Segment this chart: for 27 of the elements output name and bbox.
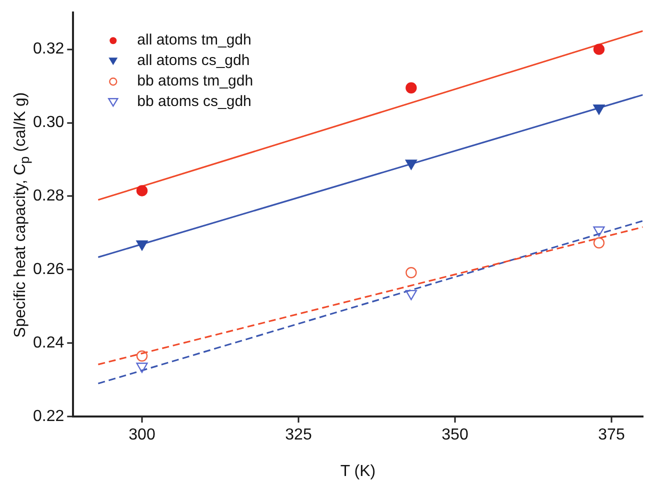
point <box>405 290 417 300</box>
point <box>406 267 417 278</box>
legend-label: bb atoms tm_gdh <box>137 72 254 90</box>
y-tick-label: 0.32 <box>33 40 64 58</box>
legend-label: bb atoms cs_gdh <box>137 93 252 110</box>
y-tick-label: 0.30 <box>33 114 64 132</box>
point <box>406 82 417 94</box>
x-tick-label: 325 <box>285 426 312 444</box>
x-tick-label: 300 <box>128 426 156 444</box>
point <box>136 362 148 373</box>
point <box>593 104 605 115</box>
x-tick-label: 375 <box>598 426 625 444</box>
point <box>593 44 605 55</box>
legend-label: all atoms cs_gdh <box>137 52 250 70</box>
x-axis-title: T (K) <box>340 462 376 480</box>
point <box>136 185 148 196</box>
point <box>593 226 605 237</box>
point <box>136 350 148 362</box>
point <box>405 160 417 170</box>
y-tick-label: 0.24 <box>33 334 64 352</box>
legend-label: all atoms tm_gdh <box>137 32 252 49</box>
point <box>593 237 605 248</box>
y-tick-label: 0.22 <box>33 408 64 426</box>
x-tick-label: 350 <box>442 426 468 444</box>
y-tick-label: 0.28 <box>33 188 64 205</box>
y-tick-label: 0.26 <box>33 261 64 278</box>
point <box>136 240 148 251</box>
